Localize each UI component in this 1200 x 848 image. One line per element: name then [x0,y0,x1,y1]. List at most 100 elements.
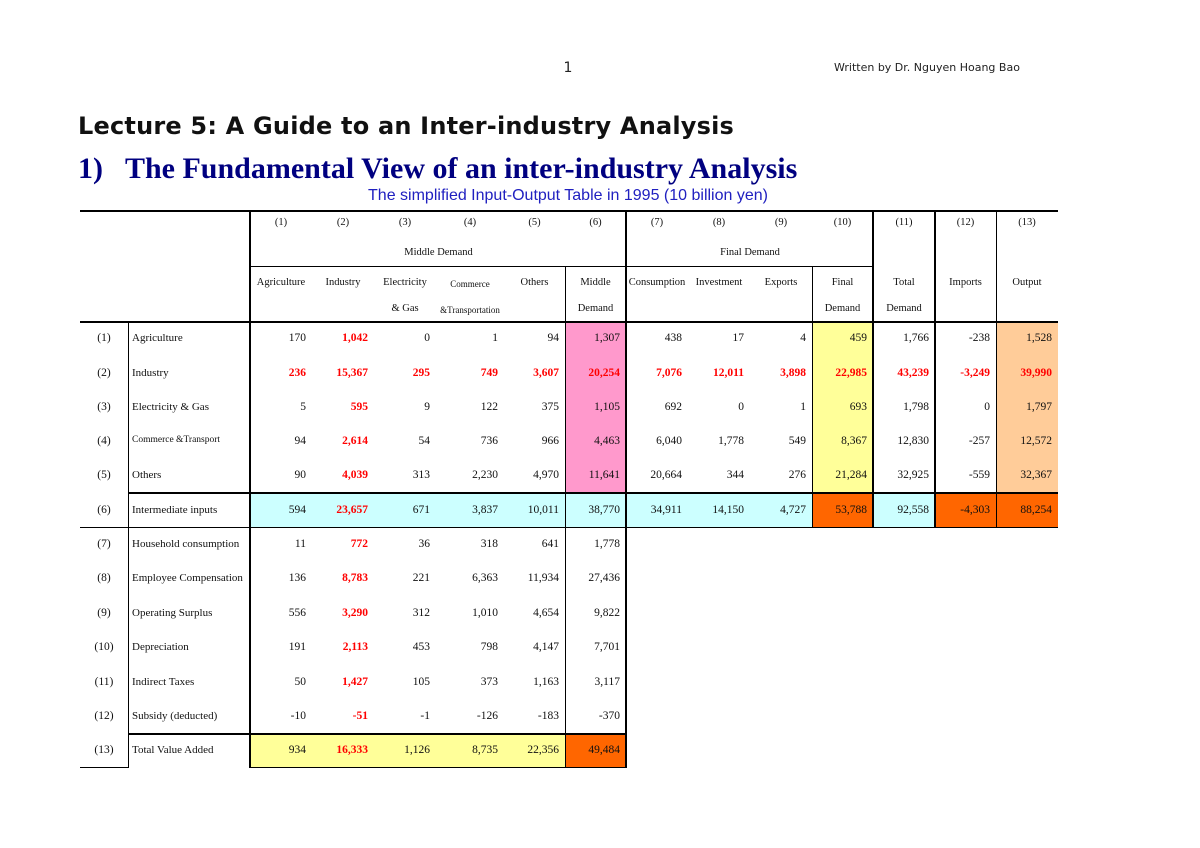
table-cell: 94 [294,435,307,447]
table-cell: 8,783 [342,572,368,584]
row-label: Subsidy (deducted) [132,710,218,722]
table-cell: 50 [294,675,307,688]
table-cell: -1 [420,710,430,722]
column-label: Total [893,277,915,288]
row-label: Employee Compensation [132,572,243,584]
table-cell: 671 [412,503,430,516]
table-cell: 38,770 [588,503,620,516]
row-label: Depreciation [132,641,189,653]
table-cell: 34,911 [650,503,682,516]
table-cell: 22,985 [835,366,867,379]
table-cell: -257 [968,435,990,447]
table-cell: 17 [732,332,745,344]
row-label: Intermediate inputs [132,503,218,516]
row-number: (10) [94,641,114,653]
table-cell: 32,367 [1020,469,1052,481]
table-cell: 32,925 [897,469,929,481]
table-cell: 736 [480,435,498,447]
row-number: (7) [97,538,111,550]
table-cell: 36 [418,538,431,550]
table-cell: 1,105 [594,401,620,413]
table-cell: 1 [492,332,498,344]
tva-bottom-border-left [80,767,128,768]
table-cell: 9 [424,401,430,413]
tva-top-border [128,733,627,735]
intermediate-inputs-highlight [250,493,812,528]
table-cell: -370 [598,710,620,722]
column-label: Investment [695,277,743,288]
header-bottom-border [80,321,1058,323]
table-cell: 2,230 [472,469,498,481]
table-cell: 7,076 [656,366,682,379]
table-cell: 344 [726,469,744,481]
table-cell: 15,367 [336,366,368,379]
table-cell: 4,147 [533,641,559,653]
output-highlight [996,322,1058,493]
table-cell: 10,011 [527,503,559,516]
column-number: (10) [833,217,852,228]
table-cell: 0 [738,401,744,413]
table-cell: 8,367 [841,435,867,447]
table-cell: 236 [288,366,306,379]
column-label: Industry [325,277,361,288]
total-value-added-sum-highlight [565,734,626,768]
table-cell: -238 [968,332,990,344]
row-label: Commerce &Transport [132,435,221,445]
table-cell: 11,641 [588,469,620,481]
table-cell: 318 [480,538,498,550]
table-cell: 1,307 [594,332,620,344]
column-number: (11) [895,217,913,228]
subheader-line-middle [250,266,627,267]
table-cell: 94 [547,332,560,344]
table-cell: -559 [968,469,990,481]
column-number: (5) [528,217,541,228]
table-cell: 191 [288,641,306,653]
column-label: Middle [580,277,611,288]
page-number: 1 [563,60,573,76]
table-cell: -183 [537,710,559,722]
table-cell: 594 [288,503,306,516]
column-label-line2: Demand [577,303,614,314]
imports-left [934,211,936,528]
table-cell: 556 [288,606,306,619]
row-label: Industry [132,366,169,379]
column-number: (9) [774,217,788,228]
table-cell: 49,484 [588,744,620,756]
table-cell: 966 [541,435,559,447]
table-cell: 749 [480,366,498,379]
table-cell: 459 [849,332,867,344]
data-left-border [249,211,251,768]
table-cell: 1,778 [594,538,620,550]
table-cell: 1,010 [472,606,498,619]
table-cell: 2,113 [342,641,368,653]
table-cell: 122 [480,401,498,413]
intermediate-bottom-border-right [626,527,1058,528]
table-cell: 1,798 [903,401,929,413]
table-cell: 2,614 [342,435,368,447]
group-header-middle-demand: Middle Demand [404,247,473,258]
table-cell: 549 [788,435,806,447]
middle-demand-divider [565,266,566,768]
table-cell: 136 [288,572,306,584]
table-cell: 43,239 [897,366,929,379]
table-cell: 11,934 [527,572,559,584]
table-cell: 9,822 [594,606,620,619]
table-cell: 3,607 [533,366,559,379]
table-cell: 54 [418,435,431,447]
table-cell: 4 [800,332,806,344]
table-cell: 39,990 [1020,366,1052,379]
group-header-final-demand: Final Demand [720,247,780,258]
table-cell: 4,654 [533,606,559,619]
table-caption: The simplified Input-Output Table in 199… [368,187,768,204]
column-number: (6) [589,217,602,228]
row-number: (1) [97,332,111,344]
table-cell: 313 [412,469,430,481]
table-cell: 1,126 [404,744,430,756]
table-cell: -4,303 [960,503,990,516]
column-label-line2: Demand [824,303,861,314]
table-cell: 12,830 [897,435,929,447]
table-cell: 0 [424,332,430,344]
middle-final-divider [625,211,627,768]
table-cell: 8,735 [472,744,498,756]
row-number: (11) [94,675,114,688]
